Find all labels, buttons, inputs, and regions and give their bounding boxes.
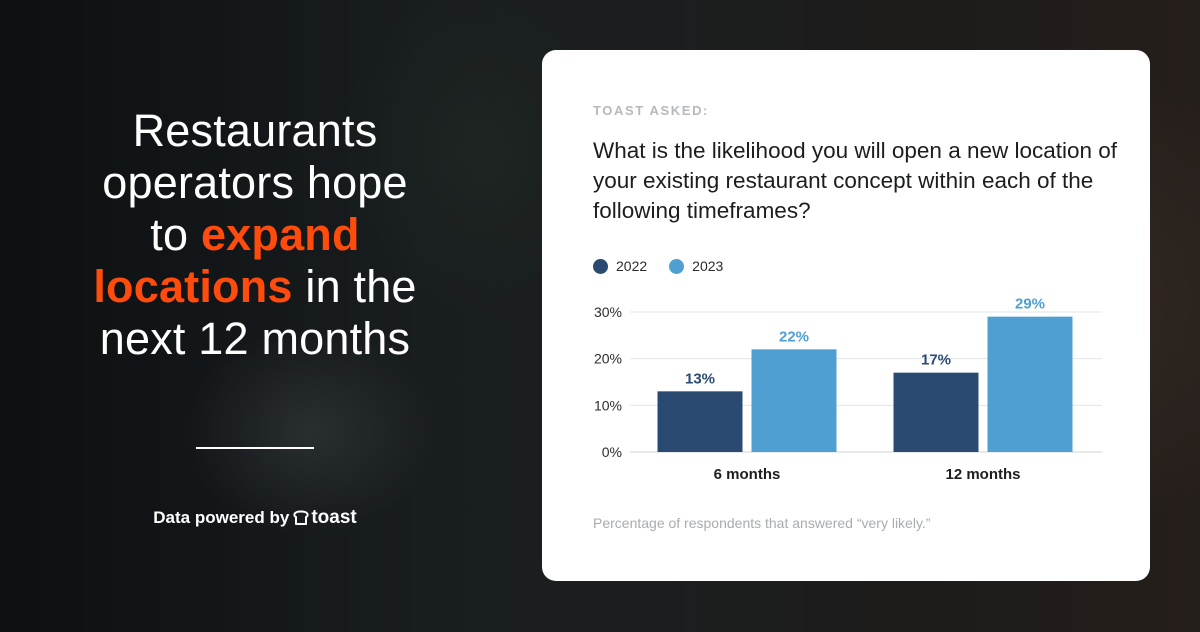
headline-line-4-post: in the <box>292 261 417 312</box>
legend-label-2022: 2022 <box>616 258 648 274</box>
headline-line-5: next 12 months <box>99 313 411 364</box>
bar-2023-12-months <box>987 316 1073 452</box>
toast-logo: toast <box>293 507 357 529</box>
data-label-2022-12-months: 17% <box>921 352 951 369</box>
data-label-2023-6-months: 22% <box>779 328 809 345</box>
question-text: What is the likelihood you will open a n… <box>593 138 1118 223</box>
x-tick-label-6-months: 6 months <box>714 466 781 483</box>
divider <box>196 447 314 449</box>
bar-2022-6-months <box>657 391 743 452</box>
headline-line-3-pre: to <box>150 209 201 260</box>
asked-label: TOAST ASKED: <box>593 103 709 118</box>
legend-item-2022: 2022 <box>593 258 647 274</box>
headline: Restaurants operators hope to expand loc… <box>60 105 450 365</box>
headline-line-2: operators hope <box>102 157 408 208</box>
headline-highlight-expand: expand <box>200 209 360 260</box>
toast-logo-text: toast <box>311 507 357 528</box>
x-tick-label-12-months: 12 months <box>945 466 1020 483</box>
y-tick-label-10: 10% <box>594 397 622 413</box>
survey-card: TOAST ASKED: What is the likelihood you … <box>542 50 1150 581</box>
footnote: Percentage of respondents that answered … <box>593 515 931 531</box>
headline-panel: Restaurants operators hope to expand loc… <box>60 105 450 529</box>
legend-swatch-2022 <box>593 258 608 274</box>
data-label-2023-12-months: 29% <box>1015 296 1045 313</box>
bar-2023-6-months <box>751 349 837 452</box>
headline-highlight-locations: locations <box>93 261 293 312</box>
powered-by-label: Data powered by <box>153 508 290 527</box>
chart-legend: 2022 2023 <box>593 258 723 274</box>
y-tick-label-30: 30% <box>594 304 622 320</box>
y-tick-label-0: 0% <box>602 444 622 460</box>
powered-by: Data powered by toast <box>60 507 450 529</box>
bar-chart: 0% 10% 20% 30% 13% 22% 6 months 17% 29% 12 months <box>594 296 1102 483</box>
data-label-2022-6-months: 13% <box>685 370 715 387</box>
headline-line-1: Restaurants <box>132 105 378 156</box>
y-tick-label-20: 20% <box>594 351 622 367</box>
toast-logo-icon <box>293 510 309 525</box>
legend-item-2023: 2023 <box>669 258 723 274</box>
bar-2022-12-months <box>893 372 979 452</box>
legend-swatch-2023 <box>669 258 685 274</box>
legend-label-2023: 2023 <box>692 258 724 274</box>
